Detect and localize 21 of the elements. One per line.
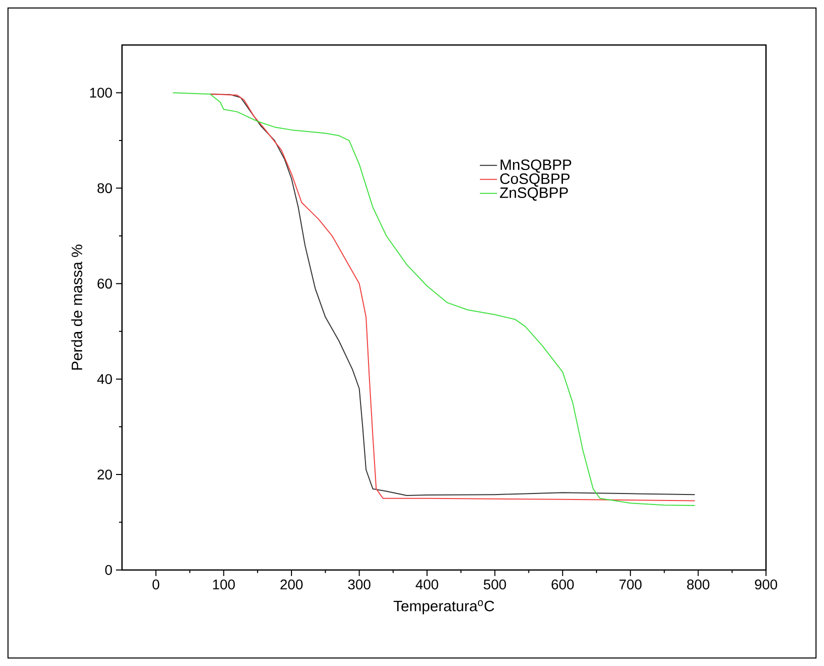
legend-label: ZnSQBPP [500,187,568,201]
y-tick-label: 60 [98,278,112,289]
y-tick-label: 80 [98,183,112,194]
y-tick-label: 0 [105,565,112,575]
x-tick-label: 0 [152,580,160,590]
y-tick-label: 40 [97,374,112,384]
x-tick-label: 100 [213,580,235,590]
legend-label: MnSQBPP [500,159,572,173]
legend-label: CoSQBPP [500,173,570,187]
x-tick-label: 400 [416,580,438,590]
x-tick-label: 800 [687,580,710,590]
x-axis-title: Temperatura$^{o}$C [394,600,494,614]
y-tick-label: 100 [90,88,112,98]
x-tick-label: 700 [619,580,642,590]
x-tick-label: 500 [484,580,506,590]
y-axis-title: Perda de massa % [71,244,82,370]
x-tick-label: 600 [552,580,574,590]
x-tick-label: 200 [280,580,303,590]
y-tick-label: 20 [98,470,112,480]
x-tick-label: 900 [754,580,778,590]
x-tick-label: 300 [348,580,370,590]
